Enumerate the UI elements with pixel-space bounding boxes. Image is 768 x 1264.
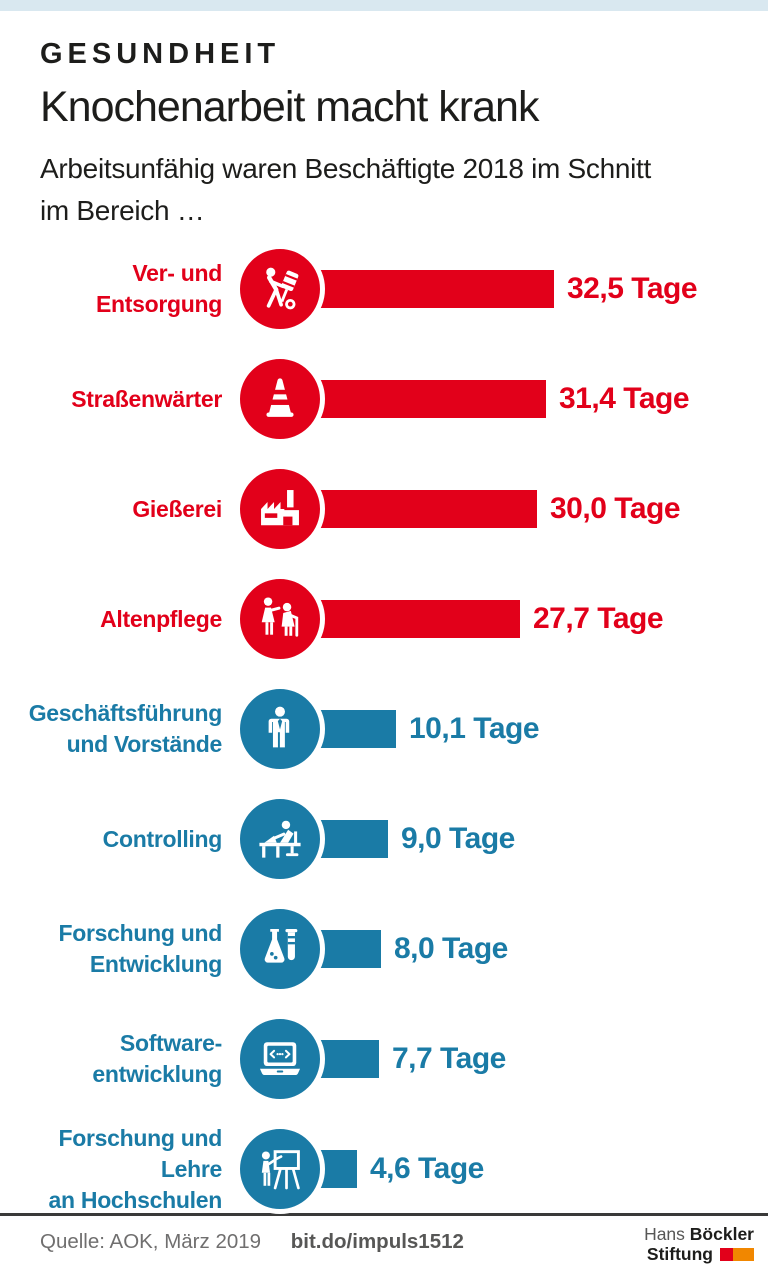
category-label: Ver- und Entsorgung [95, 260, 222, 318]
chart-row: Altenpflege 27,7 Tage [0, 564, 768, 674]
value-label: 31,4 Tage [559, 382, 690, 416]
traffic-cone-icon [235, 354, 325, 445]
value-label: 27,7 Tage [533, 602, 664, 636]
chart-row: Forschung und Entwicklung 8,0 Tage [0, 894, 768, 1004]
page-title: Knochenarbeit macht krank [40, 83, 539, 131]
chart-row: Forschung und Lehre an Hochschulen 4,6 Ta… [0, 1114, 768, 1224]
laboratory-icon [235, 904, 325, 995]
bar [307, 490, 537, 529]
subtitle: Arbeitsunfähig waren Beschäftigte 2018 i… [40, 148, 738, 232]
bar-chart: Ver- und Entsorgung 32,5 Tage Straßenwärt… [0, 234, 768, 1224]
bar [307, 380, 546, 419]
bar [307, 270, 554, 309]
value-label: 8,0 Tage [394, 932, 508, 966]
chart-row: Software-entwicklung 7,7 Tage [0, 1004, 768, 1114]
footer: Quelle: AOK, März 2019 bit.do/impuls1512… [0, 1212, 768, 1264]
category-label: Geschäftsführung und Vorstände [28, 700, 223, 758]
header: GESUNDHEIT Knochenarbeit macht krank Arb… [0, 38, 768, 232]
value-label: 30,0 Tage [550, 492, 681, 526]
category-label: Controlling [102, 825, 223, 852]
chart-row: Ver- und Entsorgung 32,5 Tage [0, 234, 768, 344]
teacher-board-icon [235, 1124, 325, 1215]
subtitle-line-1: Arbeitsunfähig waren Beschäftigte 2018 i… [40, 153, 651, 185]
chart-row: Controlling 9,0 Tage [0, 784, 768, 894]
logo-line-2: Stiftung [644, 1244, 754, 1264]
value-label: 10,1 Tage [409, 712, 540, 746]
footer-divider [0, 1212, 768, 1216]
factory-icon [235, 464, 325, 555]
source-line: Quelle: AOK, März 2019 bit.do/impuls1512 [40, 1224, 464, 1254]
source-link[interactable]: bit.do/impuls1512 [290, 1229, 464, 1253]
elderly-care-icon [235, 574, 325, 665]
chart-row: Straßenwärter 31,4 Tage [0, 344, 768, 454]
businessman-icon [235, 684, 325, 775]
hand-truck-icon [235, 244, 325, 335]
chart-row: Geschäftsführung und Vorstände 10,1 Tage [0, 674, 768, 784]
top-accent-strip [0, 0, 768, 11]
category-label: Forschung und Lehre an Hochschulen [48, 1124, 223, 1213]
category-label: Forschung und Entwicklung [58, 920, 223, 978]
logo-orange-square-icon [733, 1247, 754, 1261]
category-label: Software-entwicklung [92, 1030, 222, 1088]
value-label: 4,6 Tage [370, 1152, 484, 1186]
subtitle-line-2: im Bereich … [40, 195, 205, 227]
logo-red-square-icon [720, 1247, 733, 1261]
bar [307, 600, 520, 639]
source-text: Quelle: AOK, März 2019 [40, 1229, 262, 1253]
value-label: 7,7 Tage [392, 1042, 506, 1076]
hans-boeckler-stiftung-logo: Hans Böckler Stiftung [644, 1224, 754, 1264]
desk-worker-icon [235, 794, 325, 885]
logo-line-1: Hans Böckler [644, 1224, 754, 1244]
value-label: 32,5 Tage [567, 272, 698, 306]
kicker: GESUNDHEIT [40, 38, 281, 70]
chart-row: Gießerei 30,0 Tage [0, 454, 768, 564]
category-label: Gießerei [132, 495, 222, 522]
category-label: Altenpflege [100, 605, 222, 632]
value-label: 9,0 Tage [401, 822, 515, 856]
logo-stiftung: Stiftung [646, 1243, 713, 1264]
category-label: Straßenwärter [71, 385, 222, 412]
logo-name-bold: Böckler [689, 1223, 754, 1244]
logo-name-regular: Hans [644, 1223, 685, 1244]
laptop-code-icon [235, 1014, 325, 1105]
